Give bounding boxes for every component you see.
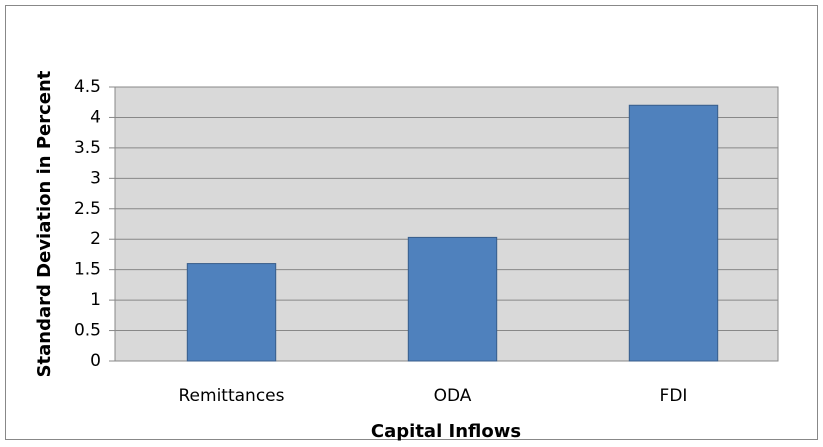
y-tick-label: 3.5 xyxy=(74,138,101,158)
y-tick-label: 2.5 xyxy=(74,199,101,219)
y-axis-label: Standard Deviation in Percent xyxy=(34,70,55,377)
y-tick-label: 4 xyxy=(90,107,101,127)
x-tick-label: Remittances xyxy=(179,386,285,406)
y-tick-label: 3 xyxy=(90,168,101,188)
bar xyxy=(628,104,719,362)
bar xyxy=(186,263,277,362)
x-tick-label: FDI xyxy=(660,386,688,406)
y-tick-label: 1.5 xyxy=(74,260,101,280)
y-tick-label: 0.5 xyxy=(74,321,101,341)
x-axis-label: Capital Inflows xyxy=(371,421,521,442)
y-tick-label: 1 xyxy=(90,290,101,310)
y-tick-label: 2 xyxy=(90,229,101,249)
y-tick-label: 4.5 xyxy=(74,77,101,97)
x-tick-label: ODA xyxy=(434,386,472,406)
bar xyxy=(407,236,498,362)
y-tick-label: 0 xyxy=(90,351,101,371)
